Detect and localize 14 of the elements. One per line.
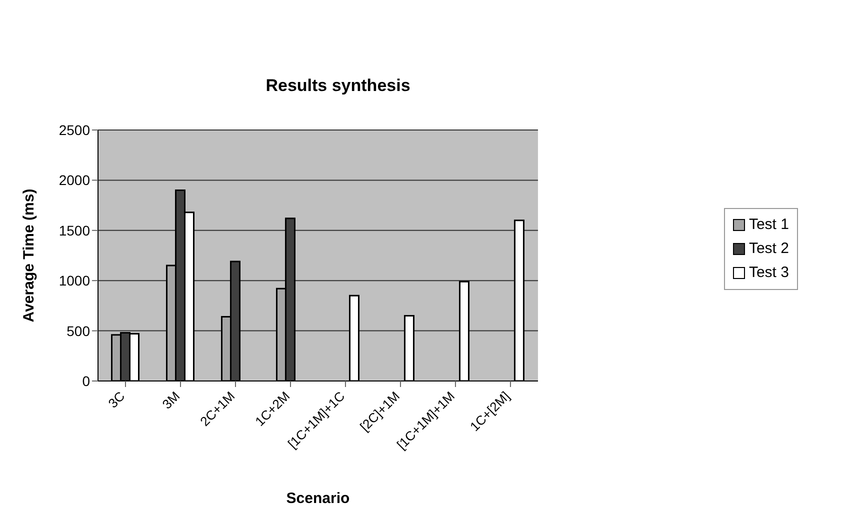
y-tick-label: 2000 xyxy=(58,172,90,188)
legend-label: Test 1 xyxy=(748,215,789,235)
y-tick-label: 2500 xyxy=(58,122,90,138)
legend-label: Test 2 xyxy=(748,239,789,259)
y-tick-label: 0 xyxy=(82,372,90,389)
x-axis-title: Scenario xyxy=(286,490,350,507)
chart-title: Results synthesis xyxy=(264,76,412,96)
x-tick-label: 3M xyxy=(159,388,183,412)
legend-label: Test 3 xyxy=(748,263,789,283)
y-axis-title: Average Time (ms) xyxy=(20,188,38,322)
x-tick-label: 3C xyxy=(105,388,128,411)
y-tick-label: 500 xyxy=(66,322,90,339)
y-tick-label: 1000 xyxy=(58,272,90,289)
y-tick-label: 1500 xyxy=(58,222,90,238)
